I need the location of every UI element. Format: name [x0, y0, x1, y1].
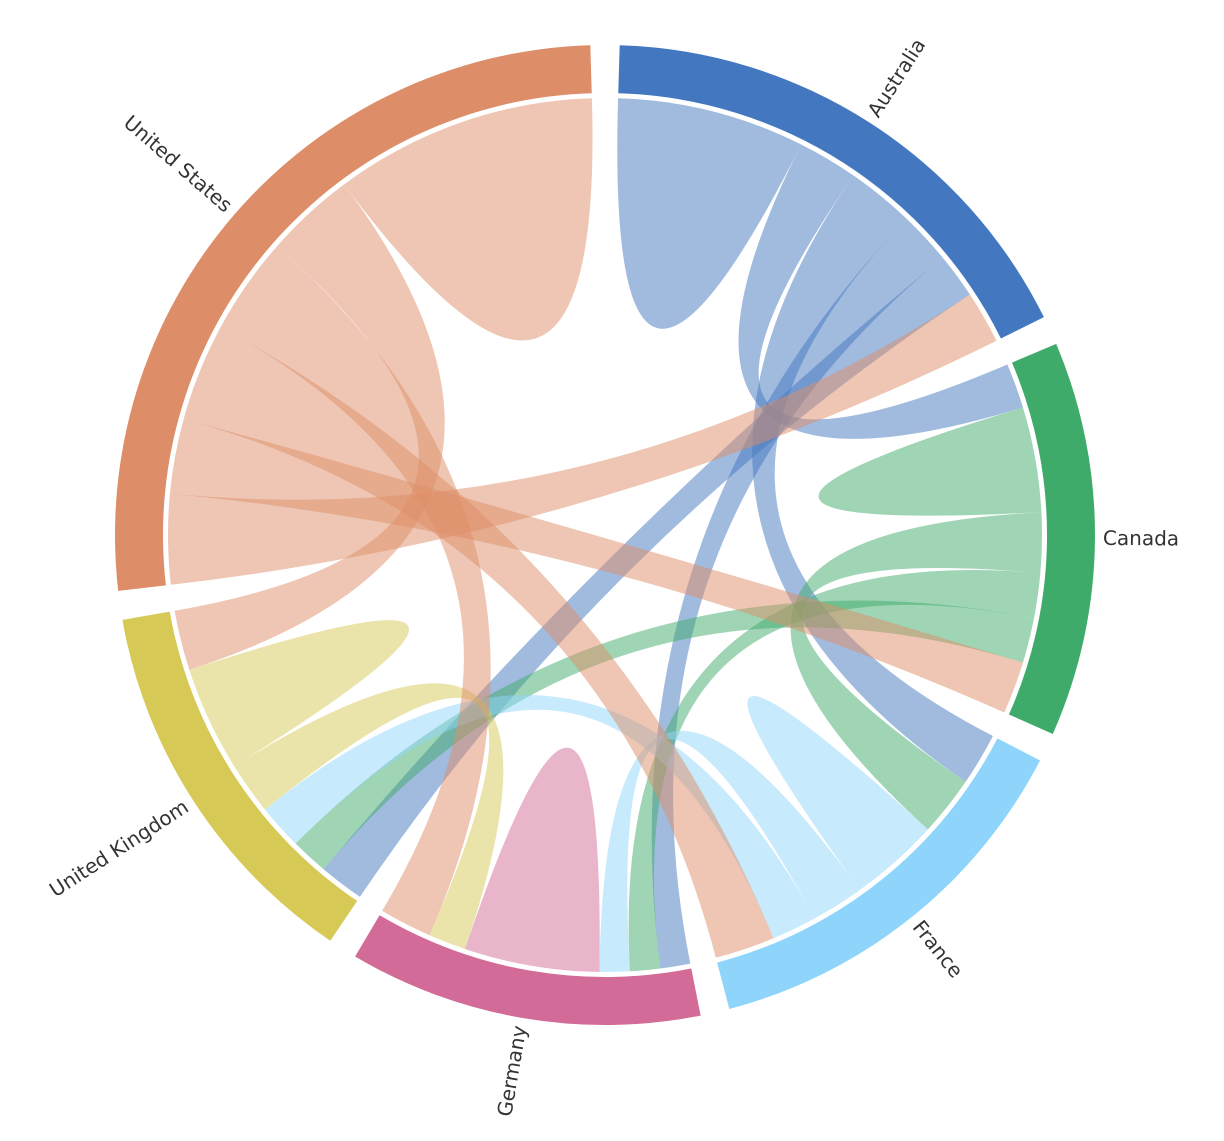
- group-arc: [618, 45, 1044, 339]
- group-arc: [122, 611, 358, 941]
- node-label: United States: [119, 110, 237, 217]
- ribbon: [189, 620, 410, 767]
- ribbon: [628, 569, 1041, 972]
- node-label: Canada: [1103, 526, 1179, 551]
- group-arc: [114, 45, 592, 591]
- ribbon: [295, 600, 1034, 870]
- ribbon: [344, 98, 593, 341]
- node-label: France: [908, 915, 968, 982]
- ribbon: [651, 218, 943, 969]
- ribbon: [599, 730, 860, 973]
- ribbon: [464, 747, 600, 972]
- ribbons: [167, 98, 1042, 973]
- node-label: Germany: [492, 1023, 531, 1118]
- ribbon: [738, 144, 1023, 439]
- ribbon: [234, 683, 504, 949]
- ribbon: [323, 257, 970, 897]
- ribbon: [617, 98, 802, 329]
- node-label: United Kingdom: [45, 794, 193, 901]
- group-arc: [717, 738, 1041, 1009]
- node-label: Australia: [862, 34, 930, 121]
- ribbon: [818, 407, 1042, 516]
- ribbon: [220, 246, 491, 936]
- ribbon: [790, 512, 1042, 830]
- group-arc: [1008, 343, 1096, 734]
- ribbon: [183, 327, 774, 958]
- group-arc: [355, 915, 701, 1025]
- ribbon: [174, 184, 445, 670]
- ribbon: [747, 695, 928, 891]
